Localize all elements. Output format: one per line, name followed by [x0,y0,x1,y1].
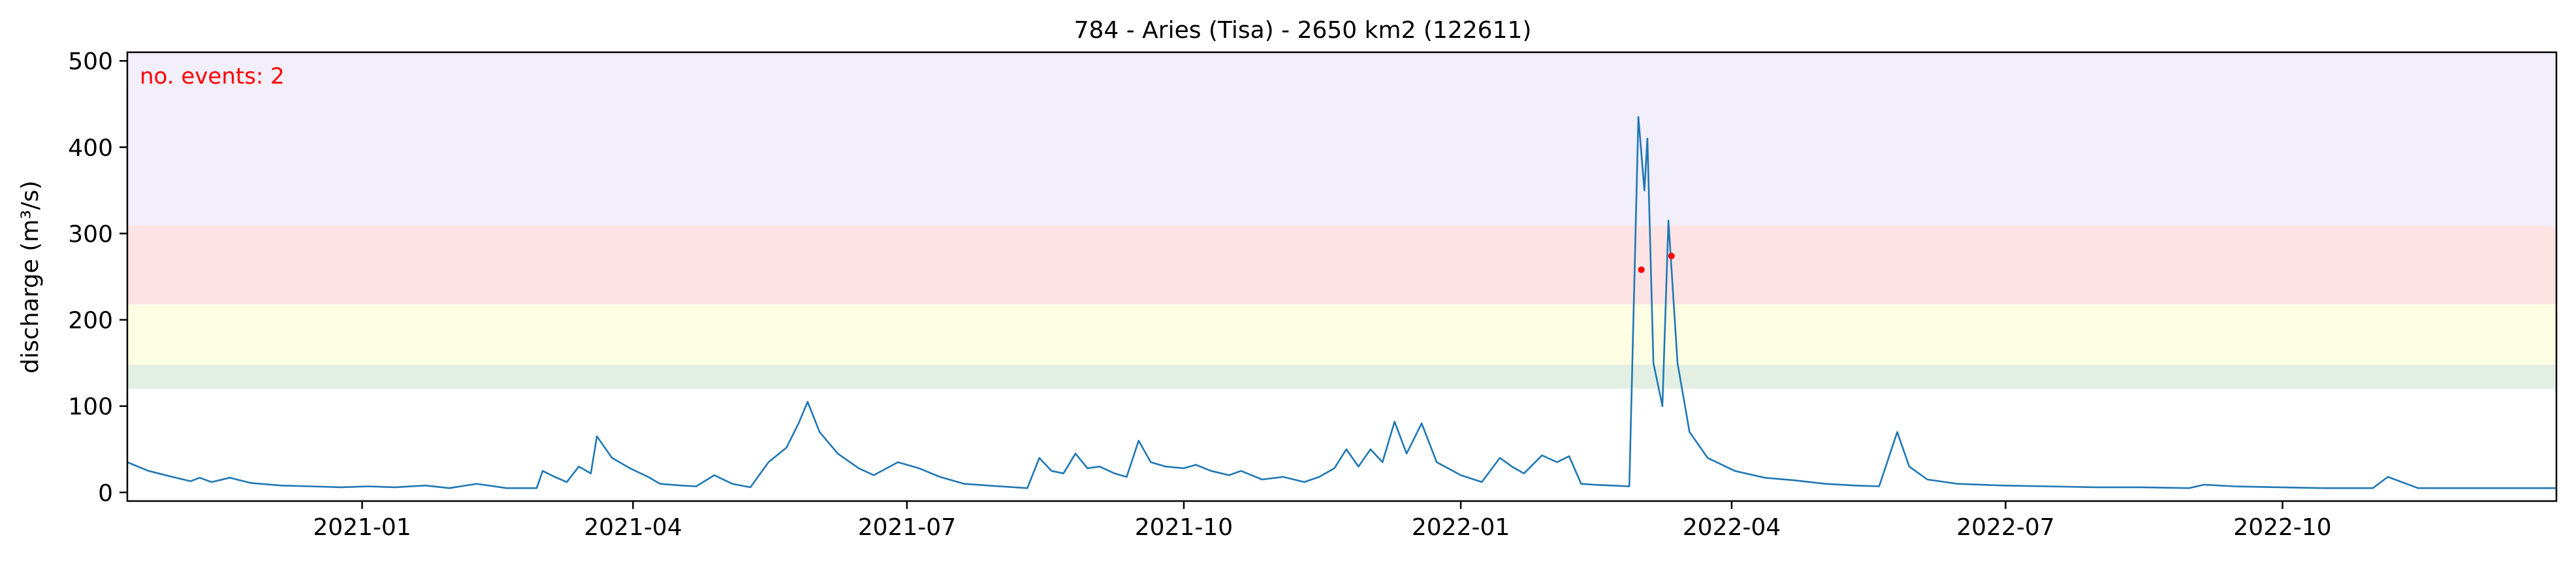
plot-frame [126,51,2558,502]
series-line-0 [127,116,2556,489]
x-tick-label-4: 2022-01 [1412,514,1510,541]
y-tick-label-5: 500 [68,48,113,75]
event-point-1 [1668,252,1675,259]
event-point-0 [1638,266,1645,273]
chart-title: 784 - Aries (Tisa) - 2650 km2 (122611) [1074,17,1532,44]
x-tick-label-6: 2022-07 [1956,514,2054,541]
x-tick-label-3: 2021-10 [1135,514,1233,541]
y-tick-label-3: 300 [68,221,113,248]
x-tick-label-1: 2021-04 [584,514,682,541]
threshold-band-3 [127,52,2556,226]
threshold-band-1 [127,304,2556,365]
y-tick-label-4: 400 [68,135,113,161]
y-tick-label-0: 0 [98,480,113,507]
x-tick-label-5: 2022-04 [1683,514,1781,541]
threshold-band-2 [127,225,2556,304]
events-count-annotation: no. events: 2 [140,63,285,89]
y-axis-title: discharge (m³/s) [17,180,44,373]
x-tick-label-7: 2022-10 [2233,514,2331,541]
y-tick-label-2: 200 [68,308,113,334]
threshold-band-0 [127,365,2556,389]
y-axis: 0 100 200 300 400 500 [68,48,127,507]
threshold-bands [127,52,2556,389]
x-tick-label-0: 2021-01 [313,514,411,541]
event-markers [1638,252,1675,273]
x-tick-label-2: 2021-07 [858,514,956,541]
series-layer [127,116,2556,489]
x-axis: 2021-01 2021-04 2021-07 2021-10 2022-01 2022-… [313,501,2332,541]
y-tick-label-1: 100 [68,394,113,421]
